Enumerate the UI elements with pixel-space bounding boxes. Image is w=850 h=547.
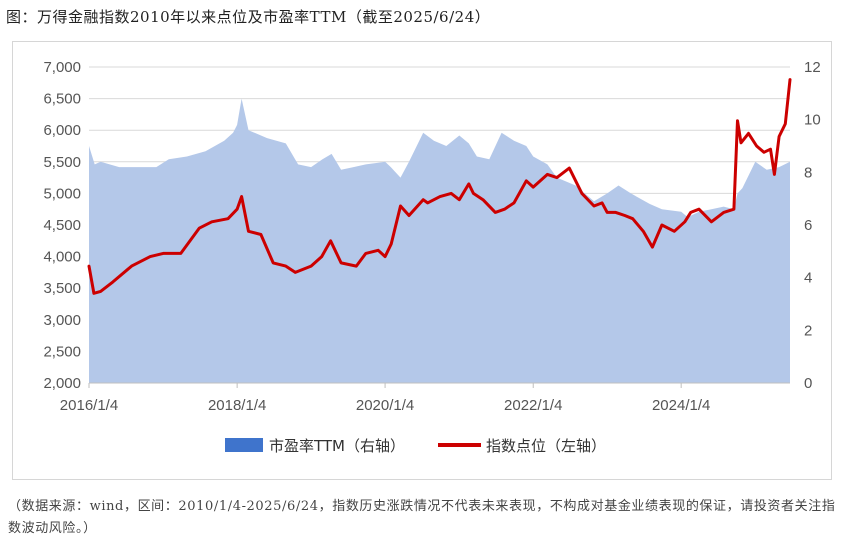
y-right-tick-label: 4 (804, 270, 812, 287)
x-tick-label: 2018/1/4 (208, 397, 266, 414)
x-tick-label: 2024/1/4 (652, 397, 710, 414)
chart-frame: 2,000 2,500 3,000 3,500 4,000 4,500 5,000 5,500… (12, 41, 832, 480)
y-left-tick-label: 5,500 (43, 154, 81, 171)
y-right-tick-label: 6 (804, 217, 812, 234)
legend-index-label: 指数点位（左轴） (486, 437, 606, 455)
y-right-tick-label: 2 (804, 322, 812, 339)
legend-pe-swatch (225, 438, 263, 452)
y-left-tick-label: 5,000 (43, 185, 81, 202)
x-tick-label: 2016/1/4 (60, 397, 118, 414)
source-note: （数据来源：wind，区间：2010/1/4-2025/6/24，指数历史涨跌情… (8, 499, 836, 536)
y-left-tick-label: 7,000 (43, 59, 81, 76)
chart-title: 图：万得金融指数2010年以来点位及市盈率TTM（截至2025/6/24） (6, 8, 491, 26)
y-right-tick-label: 8 (804, 164, 812, 181)
y-right-tick-label: 12 (804, 59, 821, 76)
chart: 2,000 2,500 3,000 3,500 4,000 4,500 5,000 5,500… (43, 59, 821, 455)
y-left-tick-label: 6,500 (43, 91, 81, 108)
y-left-tick-label: 2,000 (43, 375, 81, 392)
y-left-tick-label: 4,000 (43, 249, 81, 266)
y-left-tick-label: 3,000 (43, 312, 81, 329)
y-left-tick-label: 3,500 (43, 280, 81, 297)
y-right-tick-label: 0 (804, 375, 812, 392)
y-left-tick-label: 4,500 (43, 217, 81, 234)
pe-ttm-area (89, 98, 790, 383)
x-tick-label: 2022/1/4 (504, 397, 562, 414)
index-line (87, 78, 792, 295)
y-left-tick-label: 6,000 (43, 122, 81, 139)
x-tick-label: 2020/1/4 (356, 397, 414, 414)
y-left-tick-label: 2,500 (43, 343, 81, 360)
legend-pe-label: 市盈率TTM（右轴） (269, 437, 405, 455)
y-right-tick-label: 10 (804, 112, 821, 129)
